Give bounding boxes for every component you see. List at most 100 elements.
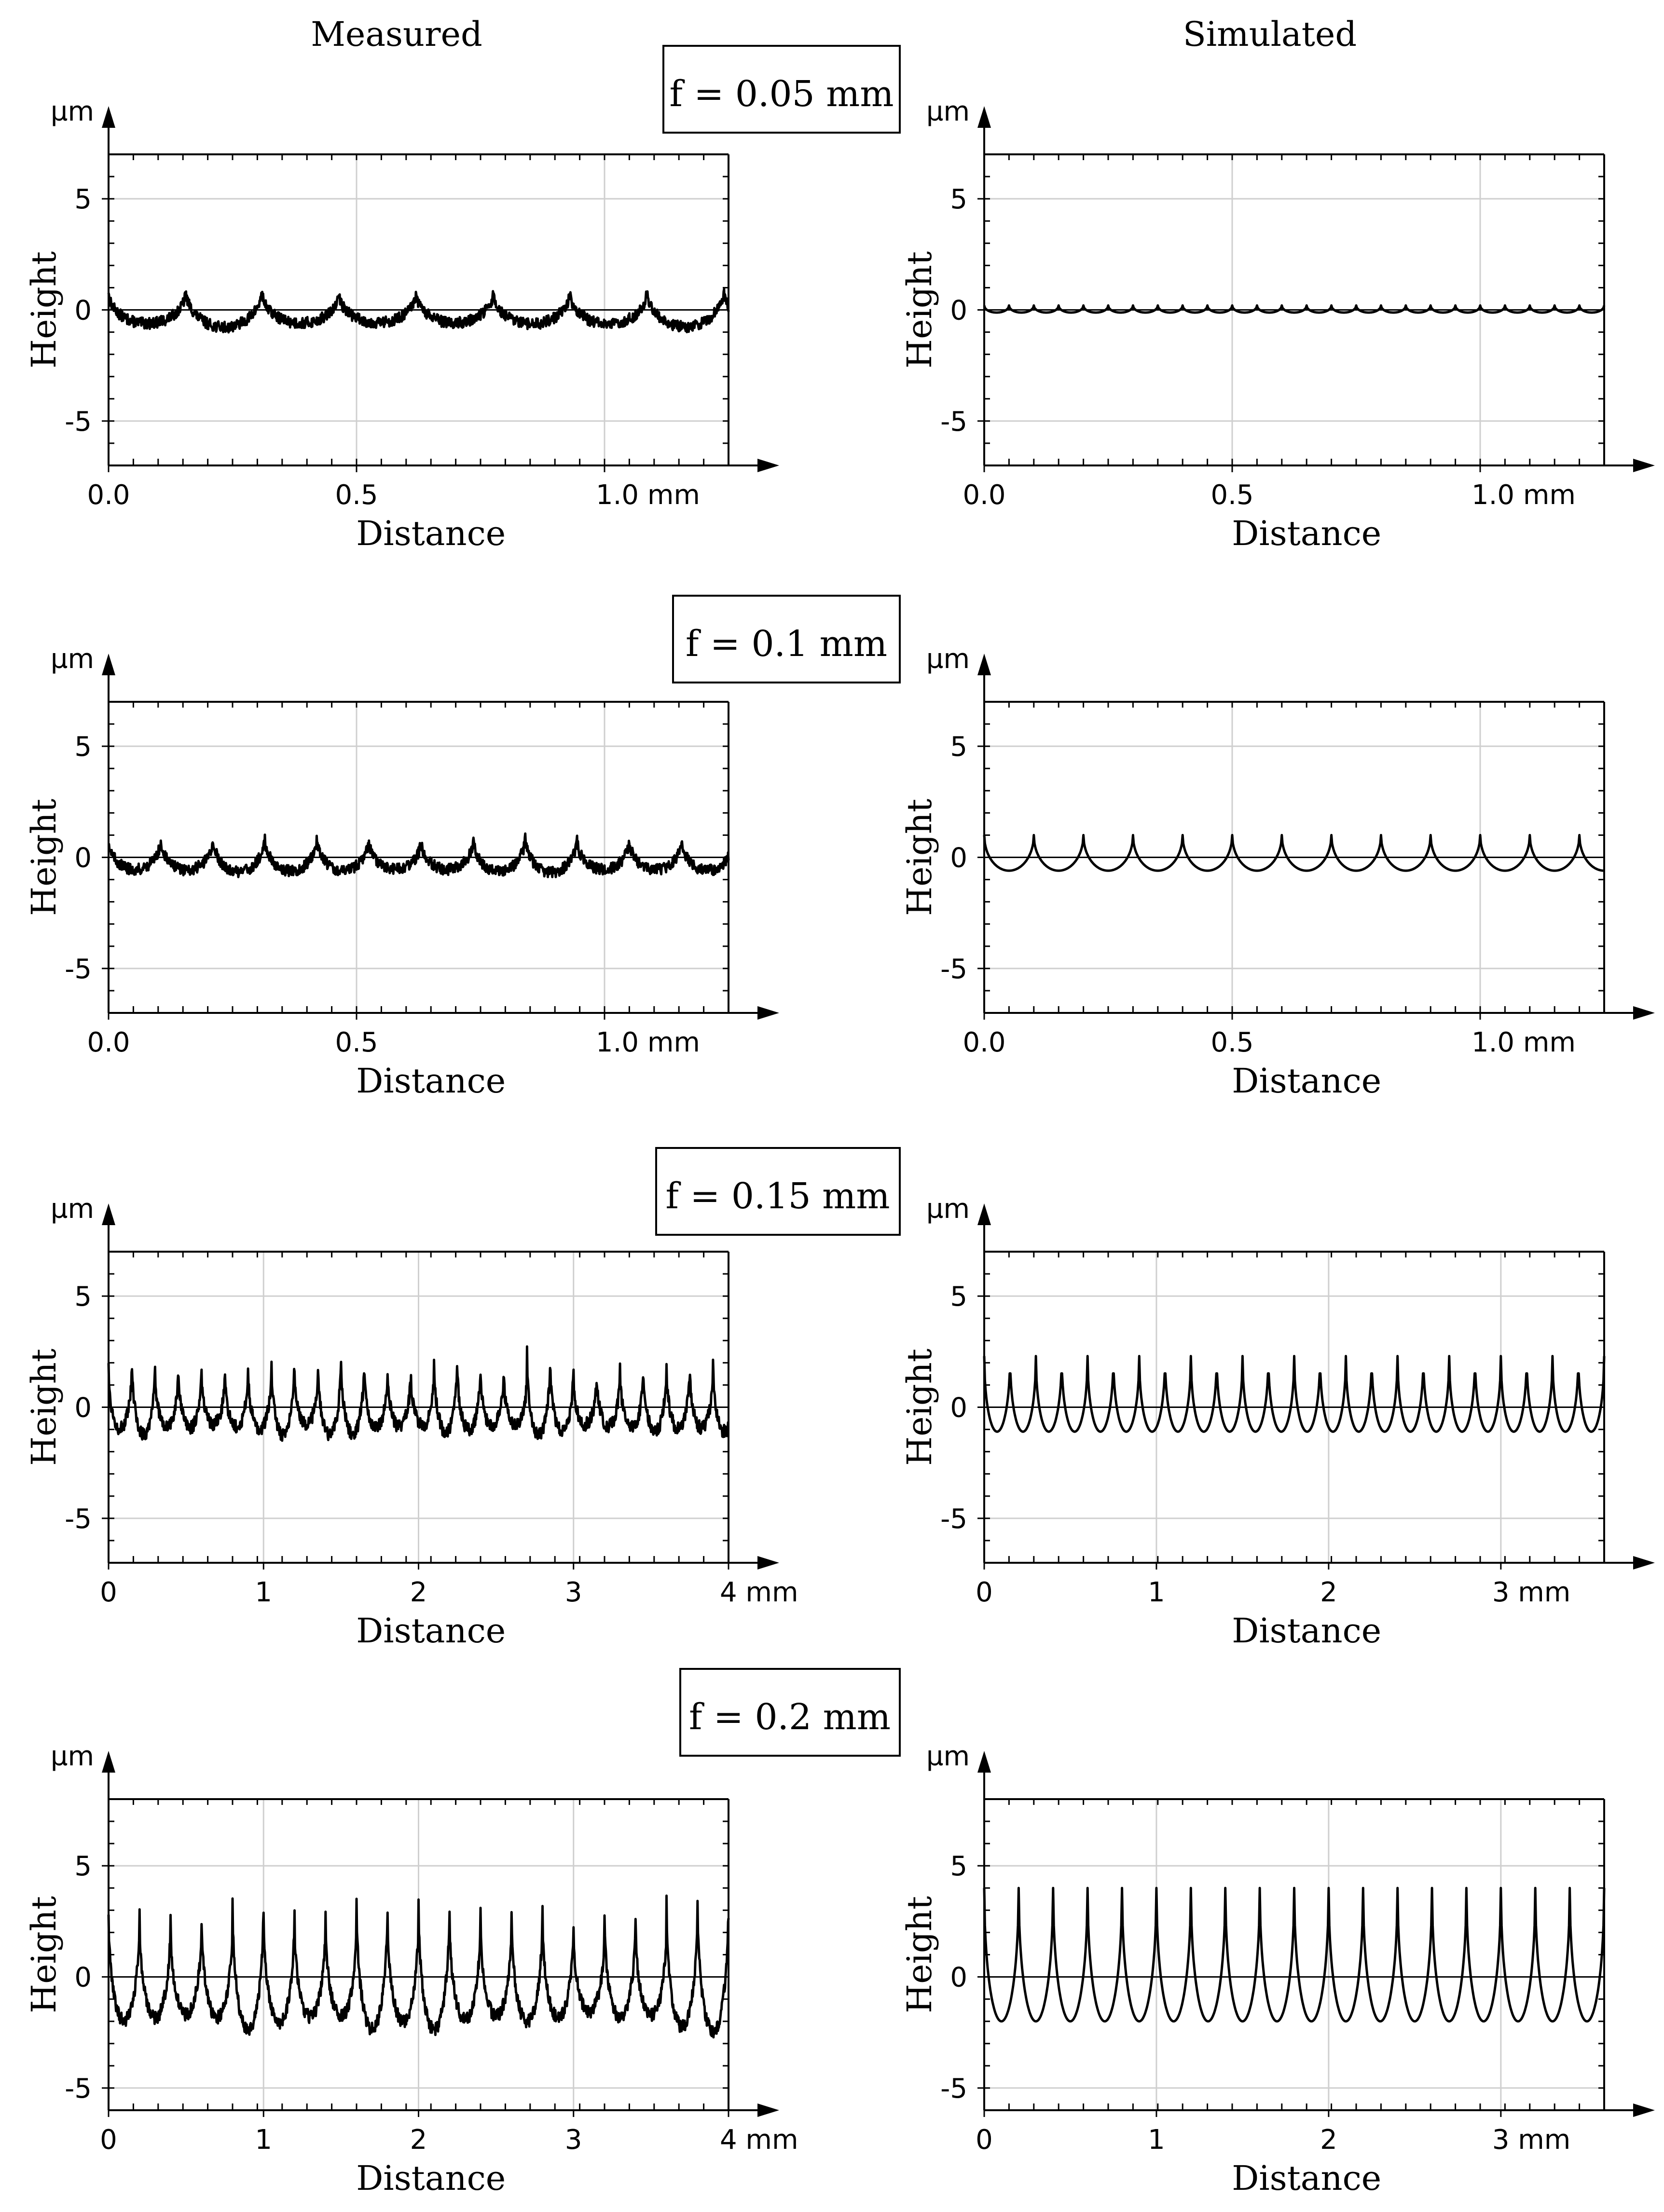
x-axis-arrow <box>1633 1006 1655 1020</box>
x-tick-label: 3 mm <box>1492 2124 1571 2156</box>
y-axis-title: Height <box>24 1896 64 2013</box>
y-tick-label: 0 <box>950 295 967 327</box>
chart-panel-r2-measured: µm 5 0 -5 0 1 2 3 4 mm Distance Height <box>24 1193 798 1651</box>
y-tick-label: 0 <box>74 1962 92 1994</box>
y-tick-label: 0 <box>74 1393 92 1424</box>
x-axis-title: Distance <box>356 514 506 553</box>
y-unit-label: µm <box>51 96 94 127</box>
x-tick-label: 1 <box>255 2124 272 2156</box>
y-tick-label: 5 <box>950 184 967 215</box>
y-tick-label: 0 <box>950 843 967 874</box>
x-tick-label: 0 <box>976 1577 993 1608</box>
y-unit-label: µm <box>51 1741 94 1772</box>
y-tick-label: 5 <box>950 1851 967 1882</box>
feed-label-text: f = 0.1 mm <box>686 623 887 665</box>
x-tick-label: 0.0 <box>87 1027 130 1058</box>
x-tick-label: 3 <box>565 2124 582 2156</box>
x-axis-title: Distance <box>1232 1061 1381 1101</box>
series-line-measured <box>107 287 730 334</box>
y-axis-title: Height <box>900 799 939 916</box>
y-unit-label: µm <box>926 96 970 127</box>
y-axis-title: Height <box>24 251 64 369</box>
chart-panel-r1-measured: µm 5 0 -5 0.0 0.5 1.0 mm Distance Height <box>24 643 779 1101</box>
y-axis-title: Height <box>900 1349 939 1466</box>
x-tick-label: 1 <box>1148 1577 1165 1608</box>
x-tick-label: 2 <box>410 2124 427 2156</box>
x-axis-arrow <box>757 459 779 472</box>
x-axis-title: Distance <box>356 1061 506 1101</box>
x-tick-label: 0 <box>100 2124 117 2156</box>
y-unit-label: µm <box>926 1193 970 1225</box>
x-tick-label: 0.5 <box>1210 1027 1253 1058</box>
y-unit-label: µm <box>926 1741 970 1772</box>
x-tick-label: 4 mm <box>720 1577 798 1608</box>
x-tick-label: 3 mm <box>1492 1577 1571 1608</box>
y-unit-label: µm <box>926 643 970 675</box>
x-tick-label: 0.0 <box>87 479 130 511</box>
x-axis-title: Distance <box>356 2158 506 2198</box>
series-line-simulated <box>983 833 1605 872</box>
y-tick-label: 5 <box>74 1851 92 1882</box>
y-axis-arrow <box>977 106 991 128</box>
charts-layer: µm 5 0 -5 0.0 0.5 1.0 mm Distance Height µm 5 0 -5 0.… <box>24 96 1655 2198</box>
x-tick-label: 0 <box>100 1577 117 1608</box>
chart-panel-r0-simulated: µm 5 0 -5 0.0 0.5 1.0 mm Distance Height <box>900 96 1655 553</box>
x-tick-label: 0.0 <box>963 1027 1005 1058</box>
chart-panel-r3-simulated: µm 5 0 -5 0 1 2 3 mm Distance Height <box>900 1741 1655 2198</box>
y-unit-label: µm <box>51 643 94 675</box>
feed-label-row-2: f = 0.1 mm <box>672 595 901 683</box>
feed-label-text: f = 0.05 mm <box>669 73 894 115</box>
x-axis-title: Distance <box>1232 1611 1381 1651</box>
x-tick-label: 3 <box>565 1577 582 1608</box>
y-unit-label: µm <box>51 1193 94 1225</box>
feed-label-row-3: f = 0.15 mm <box>655 1147 901 1236</box>
y-axis-title: Height <box>24 1349 64 1466</box>
series-line-simulated <box>983 1355 1606 1433</box>
y-axis-title: Height <box>900 1896 939 2013</box>
chart-panel-r1-simulated: µm 5 0 -5 0.0 0.5 1.0 mm Distance Height <box>900 643 1655 1101</box>
y-tick-label: 0 <box>950 1962 967 1994</box>
x-tick-label: 1.0 mm <box>596 1027 700 1058</box>
x-tick-label: 0.5 <box>1210 479 1253 511</box>
x-tick-label: 1.0 mm <box>596 479 700 511</box>
x-tick-label: 0.5 <box>335 1027 378 1058</box>
x-tick-label: 2 <box>1320 1577 1337 1608</box>
y-axis-arrow <box>102 1751 115 1773</box>
feed-label-row-4: f = 0.2 mm <box>679 1668 901 1757</box>
x-tick-label: 1.0 mm <box>1471 479 1576 511</box>
x-axis-arrow <box>1633 2103 1655 2117</box>
x-axis-arrow <box>757 1556 779 1570</box>
chart-panel-r2-simulated: µm 5 0 -5 0 1 2 3 mm Distance Height <box>900 1193 1655 1651</box>
series-line-measured <box>107 1345 729 1442</box>
y-tick-label: 5 <box>74 184 92 215</box>
x-axis-arrow <box>757 2103 779 2117</box>
y-tick-label: 5 <box>74 1281 92 1312</box>
x-axis-title: Distance <box>1232 2158 1381 2198</box>
y-tick-label: -5 <box>65 2073 92 2104</box>
y-axis-arrow <box>102 1203 115 1225</box>
y-tick-label: 0 <box>74 843 92 874</box>
chart-panel-r0-measured: µm 5 0 -5 0.0 0.5 1.0 mm Distance Height <box>24 96 779 553</box>
x-axis-arrow <box>1633 459 1655 472</box>
x-tick-label: 1 <box>1148 2124 1165 2156</box>
feed-label-text: f = 0.2 mm <box>689 1696 891 1738</box>
x-tick-label: 0.0 <box>963 479 1005 511</box>
y-tick-label: 0 <box>74 295 92 327</box>
series-line-measured <box>107 1894 730 2039</box>
y-tick-label: -5 <box>940 954 967 985</box>
x-tick-label: 1 <box>255 1577 272 1608</box>
feed-label-text: f = 0.15 mm <box>665 1175 890 1217</box>
x-tick-label: 0.5 <box>335 479 378 511</box>
chart-panel-r3-measured: µm 5 0 -5 0 1 2 3 4 mm Distance Height <box>24 1741 798 2198</box>
y-tick-label: 0 <box>950 1393 967 1424</box>
y-tick-label: -5 <box>65 406 92 437</box>
y-axis-arrow <box>977 1203 991 1225</box>
series-line-measured <box>108 832 730 878</box>
x-tick-label: 4 mm <box>720 2124 798 2156</box>
x-axis-arrow <box>757 1006 779 1020</box>
y-tick-label: -5 <box>65 954 92 985</box>
y-tick-label: 5 <box>74 731 92 763</box>
x-axis-title: Distance <box>1232 514 1381 553</box>
y-tick-label: 5 <box>950 731 967 763</box>
